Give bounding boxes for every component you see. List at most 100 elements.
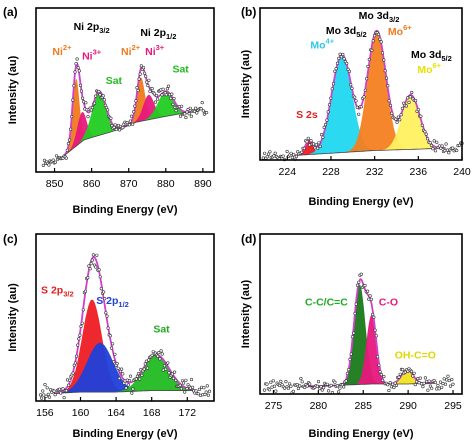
data-point bbox=[204, 390, 208, 394]
data-point bbox=[45, 386, 49, 390]
plot-frame bbox=[259, 233, 463, 395]
data-point bbox=[193, 109, 197, 113]
data-point bbox=[393, 381, 397, 385]
peak-annotation: Mo6+ bbox=[417, 61, 441, 76]
data-point bbox=[334, 67, 338, 71]
data-point bbox=[451, 382, 455, 386]
data-point bbox=[353, 95, 357, 99]
data-point bbox=[431, 147, 435, 151]
data-point bbox=[51, 158, 55, 162]
data-point bbox=[440, 144, 444, 148]
data-point bbox=[97, 89, 101, 94]
data-point bbox=[433, 380, 438, 385]
panel-d: 275 280 285 290 295 Binding Energy (eV) Intens… bbox=[240, 232, 463, 440]
data-point bbox=[115, 361, 119, 366]
data-point bbox=[333, 380, 337, 384]
data-point bbox=[371, 39, 375, 43]
data-point bbox=[420, 123, 424, 127]
data-point bbox=[395, 120, 399, 124]
data-point bbox=[267, 152, 271, 156]
data-point bbox=[350, 335, 355, 339]
data-point bbox=[158, 357, 162, 361]
data-point bbox=[320, 133, 324, 137]
data-point bbox=[135, 374, 139, 378]
data-point bbox=[206, 393, 210, 397]
data-point bbox=[137, 77, 141, 81]
data-point bbox=[400, 106, 405, 110]
x-tick-label: 232 bbox=[366, 166, 384, 178]
data-point bbox=[333, 69, 337, 73]
data-point bbox=[298, 384, 302, 388]
data-point bbox=[313, 146, 317, 150]
data-point bbox=[305, 384, 309, 388]
data-point bbox=[161, 87, 165, 91]
fit-baseline bbox=[300, 382, 436, 387]
data-point bbox=[88, 267, 92, 271]
data-point bbox=[169, 96, 173, 100]
fit-envelope bbox=[61, 61, 200, 158]
data-point bbox=[322, 386, 326, 390]
panel-b: 224 228 232 236 240 Binding Energy (eV) Intens… bbox=[240, 5, 471, 208]
data-point bbox=[153, 100, 158, 104]
peak-annotation: Ni 2p3/2 bbox=[74, 21, 110, 35]
data-point bbox=[335, 61, 340, 66]
data-point bbox=[262, 388, 267, 392]
data-point bbox=[89, 262, 93, 266]
data-point bbox=[101, 94, 105, 98]
data-point bbox=[425, 379, 429, 384]
data-point bbox=[355, 105, 359, 109]
data-point bbox=[160, 352, 164, 356]
data-point bbox=[109, 346, 114, 350]
data-point bbox=[322, 125, 326, 129]
data-point bbox=[315, 384, 319, 388]
data-point bbox=[376, 355, 380, 359]
data-point bbox=[147, 78, 151, 82]
data-point bbox=[389, 385, 394, 389]
data-point bbox=[47, 163, 51, 167]
data-point bbox=[187, 112, 191, 116]
data-point bbox=[101, 290, 106, 294]
data-point bbox=[121, 125, 125, 130]
data-point bbox=[61, 387, 65, 391]
data-point bbox=[421, 385, 425, 389]
data-point bbox=[76, 343, 80, 347]
data-point bbox=[378, 37, 382, 41]
data-point bbox=[98, 93, 102, 97]
data-point bbox=[357, 112, 361, 116]
data-point bbox=[419, 114, 423, 118]
data-point bbox=[330, 87, 334, 91]
data-point bbox=[354, 302, 358, 306]
data-point bbox=[368, 294, 372, 298]
x-tick-label: 295 bbox=[444, 400, 462, 412]
data-point bbox=[159, 349, 163, 353]
data-point bbox=[112, 125, 116, 129]
data-point bbox=[342, 385, 346, 389]
data-point bbox=[87, 264, 91, 268]
data-point bbox=[261, 156, 265, 160]
data-point bbox=[396, 115, 401, 119]
data-point bbox=[179, 387, 183, 391]
data-point bbox=[138, 377, 142, 381]
data-point bbox=[146, 83, 150, 88]
data-point bbox=[207, 389, 212, 393]
data-point bbox=[38, 393, 43, 397]
data-point bbox=[131, 387, 135, 391]
data-point bbox=[170, 372, 174, 376]
x-tick-label: 275 bbox=[265, 400, 283, 412]
data-point bbox=[294, 154, 299, 158]
x-axis-label: Binding Energy (eV) bbox=[72, 428, 177, 440]
data-point bbox=[265, 382, 269, 386]
x-tick-label: 228 bbox=[322, 166, 340, 178]
data-point bbox=[131, 122, 135, 126]
data-point bbox=[363, 283, 367, 288]
data-point bbox=[46, 392, 50, 397]
y-axis-label: Intensity (au) bbox=[240, 279, 252, 348]
data-point bbox=[91, 253, 95, 257]
data-point bbox=[86, 276, 90, 280]
data-point bbox=[327, 389, 331, 393]
data-point bbox=[136, 88, 140, 93]
data-point bbox=[327, 103, 332, 107]
data-point bbox=[430, 386, 434, 390]
data-point bbox=[414, 98, 418, 103]
data-point bbox=[143, 362, 147, 366]
